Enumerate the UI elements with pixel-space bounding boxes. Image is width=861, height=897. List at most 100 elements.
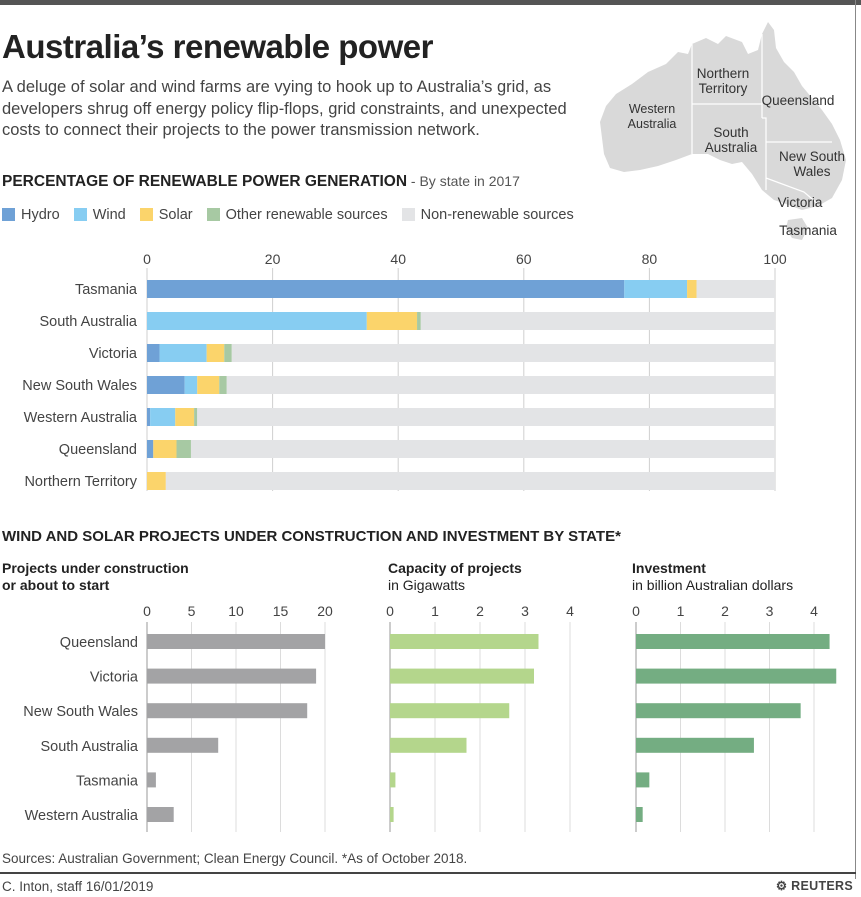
legend-label-hydro: Hydro [21, 207, 60, 223]
tasmania-shape [786, 218, 808, 240]
bar-victoria-other-renewable-sources [224, 344, 232, 362]
bar-new-south-wales-other-renewable-sources [219, 376, 227, 394]
bar-new-south-wales-solar [197, 376, 220, 394]
projects-bar-queensland [147, 634, 325, 649]
section1-subtitle: - By state in 2017 [407, 173, 520, 189]
map-label-new-south-wales: New South Wales [778, 149, 846, 179]
legend-label-solar: Solar [158, 207, 193, 223]
capacity-bar-new-south-wales [390, 703, 510, 719]
bar-northern-territory-solar [147, 472, 166, 490]
bar-south-australia-non-renewable-sources [420, 312, 775, 330]
legend-item-non-renewable-sources: Non-renewable sources [401, 207, 574, 223]
legend-swatch-non-renewable-sources [401, 208, 415, 221]
stacked-bar-chart: 0 20 40 60 80 100 Tasmania South Australia Victo… [22, 251, 787, 491]
bar-new-south-wales-non-renewable-sources [226, 376, 776, 394]
australia-map-shape [600, 22, 846, 240]
bar-victoria-non-renewable-sources [231, 344, 775, 362]
projects-xtick-20: 20 [317, 603, 333, 619]
sources-note: Sources: Australian Government; Clean En… [2, 851, 468, 866]
capacity-xtick-1: 1 [431, 603, 439, 619]
panel1-title: Projects under construction or about to … [2, 560, 189, 594]
page-title: Australia’s renewable power [2, 28, 433, 65]
bar-victoria-hydro [147, 344, 160, 362]
state-borders [691, 34, 832, 205]
bar-queensland-hydro [147, 440, 154, 458]
reuters-logo: ⚙ REUTERS [776, 878, 853, 893]
map-label-victoria: Victoria [777, 195, 823, 210]
panel2-subtitle: in Gigawatts [388, 577, 466, 593]
reuters-logo-icon: ⚙ [775, 879, 788, 893]
investment-bar-queensland [636, 634, 830, 649]
panel3-title: Investment in billion Australian dollars [632, 560, 793, 594]
bar-tasmania-solar [687, 280, 697, 298]
map-label-south-australia: South Australia [704, 125, 758, 155]
capacity-bar-south-australia [390, 737, 467, 753]
panel2-title: Capacity of projects in Gigawatts [388, 560, 522, 594]
legend: Hydro Wind Solar Other renewable sources Non… [2, 207, 588, 223]
stacked-category-victoria: Victoria [89, 346, 138, 362]
stacked-category-western-australia: Western Australia [24, 410, 138, 426]
investment-bar-victoria [636, 668, 837, 684]
bar-south-australia-wind [147, 312, 367, 330]
legend-item-solar: Solar [139, 207, 193, 223]
bar-tasmania-non-renewable-sources [696, 280, 775, 298]
deck-text: A deluge of solar and wind farms are vyi… [2, 78, 567, 139]
panel2-title-text: Capacity of projects [388, 560, 522, 576]
projects-bar-new-south-wales [147, 703, 308, 719]
investment-bar-new-south-wales [636, 703, 801, 719]
reuters-logo-text: REUTERS [791, 879, 853, 893]
legend-swatch-hydro [2, 208, 15, 221]
legend-label-other-renewable-sources: Other renewable sources [225, 207, 388, 223]
bar-new-south-wales-hydro [147, 376, 185, 394]
capacity-bar-tasmania [390, 772, 396, 788]
investment-xtick-2: 2 [721, 603, 729, 619]
capacity-xtick-4: 4 [566, 603, 574, 619]
panel1-title-line2: or about to start [2, 577, 110, 593]
stacked-category-new-south-wales: New South Wales [22, 378, 137, 394]
bar-victoria-solar [206, 344, 225, 362]
investment-xtick-0: 0 [632, 603, 640, 619]
legend-swatch-wind [73, 208, 87, 221]
map-label-queensland: Queensland [761, 93, 835, 108]
investment-bar-tasmania [636, 772, 650, 788]
capacity-bar-victoria [390, 668, 534, 684]
footer-rule [0, 872, 856, 874]
stacked-category-south-australia: South Australia [39, 314, 137, 330]
right-frame-line [855, 0, 856, 879]
map-label-northern-territory: Northern Territory [696, 66, 750, 96]
legend-label-wind: Wind [92, 207, 126, 223]
bar-tasmania-wind [624, 280, 688, 298]
bar-south-australia-solar [366, 312, 418, 330]
investment-xtick-4: 4 [810, 603, 818, 619]
projects-bar-western-australia [147, 807, 174, 822]
stacked-xtick-20: 20 [265, 251, 281, 267]
investment-xtick-1: 1 [677, 603, 685, 619]
stacked-xtick-40: 40 [390, 251, 406, 267]
legend-swatch-other-renewable-sources [206, 208, 220, 221]
section2-title: WIND AND SOLAR PROJECTS UNDER CONSTRUCTI… [2, 528, 621, 545]
projects-bar-south-australia [147, 737, 219, 753]
stacked-xtick-60: 60 [516, 251, 532, 267]
capacity-xtick-2: 2 [476, 603, 484, 619]
small-category-tasmania: Tasmania [76, 773, 139, 789]
projects-bar-victoria [147, 668, 317, 684]
stacked-xtick-0: 0 [143, 251, 151, 267]
small-category-south-australia: South Australia [40, 739, 138, 755]
bar-western-australia-hydro [147, 408, 151, 426]
credit-line: C. Inton, staff 16/01/2019 [2, 879, 154, 894]
bar-south-australia-other-renewable-sources [417, 312, 421, 330]
small-category-western-australia: Western Australia [25, 808, 139, 824]
legend-item-other-renewable-sources: Other renewable sources [206, 207, 388, 223]
small-category-victoria: Victoria [90, 670, 139, 686]
stacked-xtick-80: 80 [642, 251, 658, 267]
projects-xtick-0: 0 [143, 603, 151, 619]
capacity-xtick-3: 3 [521, 603, 529, 619]
small-category-queensland: Queensland [60, 635, 138, 651]
bar-western-australia-other-renewable-sources [194, 408, 198, 426]
panel3-subtitle: in billion Australian dollars [632, 577, 794, 593]
bar-tasmania-hydro [147, 280, 625, 298]
stacked-category-tasmania: Tasmania [75, 282, 138, 298]
map-label-western-australia: Western Australia [627, 102, 677, 131]
legend-label-non-renewable-sources: Non-renewable sources [420, 207, 574, 223]
